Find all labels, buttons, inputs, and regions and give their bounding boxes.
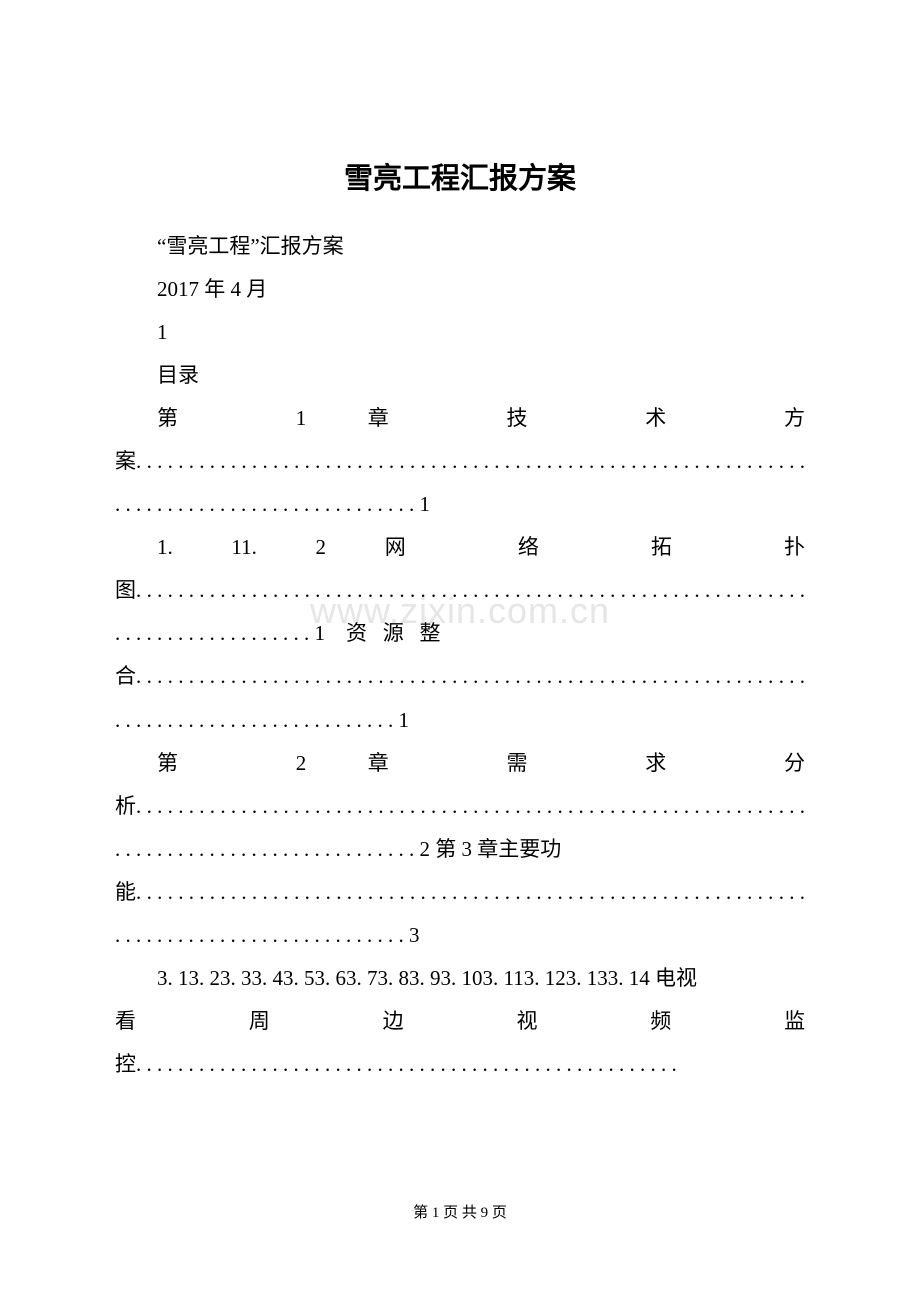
toc-char: 视 — [516, 1009, 591, 1033]
document-page: 雪亮工程汇报方案 “雪亮工程”汇报方案 2017 年 4 月 1 目录 第 1 … — [0, 0, 920, 1086]
toc-char: 源 — [383, 621, 404, 645]
toc-char: 方 — [784, 406, 805, 430]
toc-sec3-dots: 控. . . . . . . . . . . . . . . . . . . .… — [115, 1043, 805, 1086]
toc-char: 整 — [420, 621, 441, 645]
toc-char: 频 — [650, 1009, 725, 1033]
toc-page: 3 — [409, 923, 420, 947]
toc-ch2-line1: 第 2 章 需 求 分 — [115, 742, 805, 785]
toc-char: 监 — [784, 1009, 805, 1033]
toc-char: 边 — [383, 1009, 458, 1033]
toc-page: 1 — [420, 492, 431, 516]
toc-page: 1 — [315, 621, 326, 645]
toc-res-dots: 合. . . . . . . . . . . . . . . . . . . .… — [115, 655, 805, 741]
toc-char: 网 — [385, 535, 459, 559]
toc-ch3-dots: 能. . . . . . . . . . . . . . . . . . . .… — [115, 871, 805, 957]
toc-tail: 图 — [115, 578, 136, 602]
toc-sec112-dots: 图. . . . . . . . . . . . . . . . . . . .… — [115, 569, 805, 655]
toc-ch2-dots: 析. . . . . . . . . . . . . . . . . . . .… — [115, 785, 805, 871]
toc-char: 周 — [249, 1009, 324, 1033]
toc-char: 章 — [368, 751, 445, 775]
toc-ch1-dots: 案. . . . . . . . . . . . . . . . . . . .… — [115, 440, 805, 526]
subtitle-line: “雪亮工程”汇报方案 — [115, 225, 805, 268]
toc-char: 扑 — [784, 535, 805, 559]
toc-char: 络 — [518, 535, 592, 559]
toc-heading: 目录 — [115, 354, 805, 397]
toc-sec112-line1: 1. 11. 2 网 络 拓 扑 — [115, 526, 805, 569]
toc-page: 2 — [420, 837, 431, 861]
inline-page-number: 1 — [115, 311, 805, 354]
toc-sec3-chars: 看 周 边 视 频 监 — [115, 1000, 805, 1043]
toc-char: 资 — [346, 621, 367, 645]
toc-tail: 能 — [115, 880, 136, 904]
toc-char: 分 — [784, 751, 805, 775]
toc-char: 求 — [645, 751, 722, 775]
toc-tail: 案 — [115, 449, 136, 473]
toc-char: 章 — [368, 406, 445, 430]
toc-char: 术 — [645, 406, 722, 430]
toc-sec3-nums: 3. 13. 23. 33. 43. 53. 63. 73. 83. 93. 1… — [115, 957, 805, 1000]
page-footer: 第 1 页 共 9 页 — [0, 1201, 920, 1222]
toc-char: 2 — [296, 751, 307, 775]
toc-ch1-line1: 第 1 章 技 术 方 — [115, 397, 805, 440]
toc-ch3-inline: 第 3 章主要功 — [435, 837, 561, 861]
document-title: 雪亮工程汇报方案 — [115, 155, 805, 197]
toc-char: 看 — [115, 1009, 190, 1033]
toc-char: 1. 11. 2 — [157, 535, 326, 559]
date-line: 2017 年 4 月 — [115, 268, 805, 311]
toc-char: 需 — [507, 751, 584, 775]
toc-tail: 控 — [115, 1052, 136, 1076]
toc-tail: 析 — [115, 794, 136, 818]
toc-char: 拓 — [651, 535, 725, 559]
toc-tail: 合 — [115, 664, 136, 688]
toc-char: 第 — [157, 751, 234, 775]
toc-char: 技 — [507, 406, 584, 430]
toc-char: 1 — [296, 406, 307, 430]
toc-char: 第 — [157, 406, 234, 430]
toc-page: 1 — [399, 708, 410, 732]
